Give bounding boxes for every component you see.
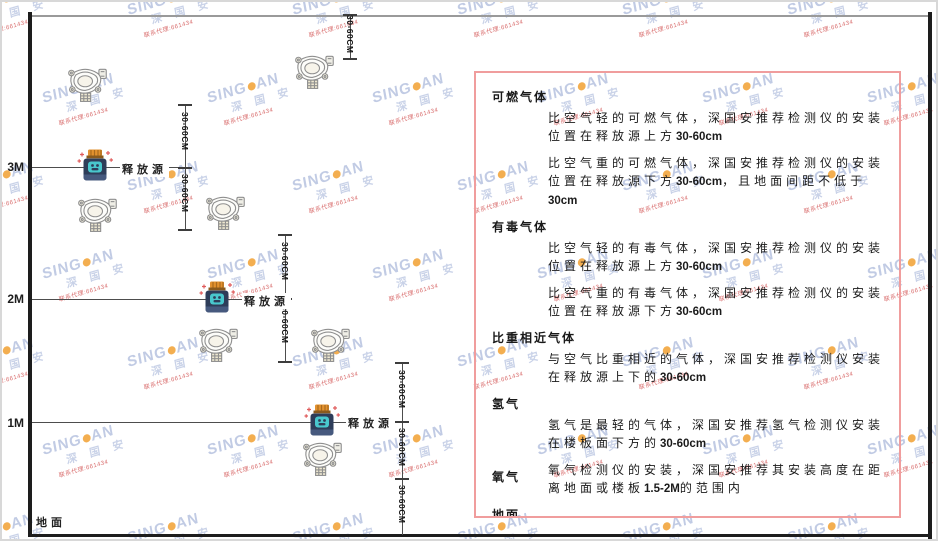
section-heading: 有毒气体 — [492, 220, 549, 234]
axis-label-1m: 1M — [7, 416, 24, 430]
gas-detector-glyph — [206, 196, 245, 230]
dimension-line — [350, 15, 351, 60]
release-source-label: 释放源 — [346, 415, 395, 431]
dimension-tick — [343, 58, 357, 60]
dimension-label: 30-60CM — [345, 15, 355, 54]
gas-detector-icon — [196, 324, 240, 364]
right-wall-line — [928, 12, 932, 539]
level-line-2m — [32, 299, 285, 300]
section-heading: 比重相近气体 — [492, 331, 577, 345]
dimension-tick — [278, 361, 292, 363]
release-source-icon — [302, 403, 342, 440]
dimension-tick — [178, 104, 192, 106]
dimension-tick — [395, 362, 409, 364]
gas-detector-glyph — [78, 198, 117, 232]
dimension-label: 30-60CM — [397, 370, 407, 409]
guide-section: 氢气 氢气是最轻的气体，深国安推荐氢气检测仪安装在楼板面下方的30-60cm — [492, 395, 889, 453]
left-height-axis — [28, 12, 32, 537]
gas-detector-icon — [292, 51, 336, 91]
axis-label-2m: 2M — [7, 292, 24, 306]
gas-detector-icon — [300, 438, 344, 478]
dimension-tick — [395, 421, 409, 423]
section-paragraph: 比空气重的有毒气体，深国安推荐检测仪的安装位置在释放源下方30-60cm — [548, 286, 885, 318]
release-source-icon — [197, 280, 237, 317]
dimension-tick — [278, 234, 292, 236]
guide-section: 比重相近气体 与空气比重相近的气体，深国安推荐检测仪安装在释放源上下的30-60… — [492, 329, 889, 387]
dimension-line — [402, 363, 403, 535]
dimension-label: 30-60CM — [397, 485, 407, 524]
installation-guide-panel: 可燃气体 比空气轻的可燃气体，深国安推荐检测仪的安装位置在释放源上方30-60c… — [474, 71, 901, 518]
gas-detector-icon — [75, 194, 119, 234]
section-heading: 氧气 — [492, 470, 521, 484]
gas-detector-icon — [308, 324, 352, 364]
release-source-label: 释放源 — [242, 293, 291, 309]
guide-section: 地面 检测仪地面间距，深国安推荐在30-60cm，且不得小于30cm，因为过低容… — [492, 506, 889, 518]
release-source-icon — [75, 148, 115, 185]
section-paragraph: 比空气轻的有毒气体，深国安推荐检测仪的安装位置在释放源上方30-60cm — [548, 241, 885, 273]
gas-detector-icon — [203, 192, 247, 232]
section-heading: 可燃气体 — [492, 90, 549, 104]
dimension-tick — [178, 167, 192, 169]
dimension-label: 30-60CM — [280, 242, 290, 281]
section-paragraph: 与空气比重相近的气体，深国安推荐检测仪安装在释放源上下的30-60cm — [548, 352, 885, 384]
section-paragraph: 氢气是最轻的气体，深国安推荐氢气检测仪安装在楼板面下方的30-60cm — [548, 418, 885, 450]
release-source-label: 释放源 — [120, 161, 169, 177]
guide-section: 有毒气体 比空气轻的有毒气体，深国安推荐检测仪的安装位置在释放源上方30-60c… — [492, 218, 889, 321]
dimension-tick — [343, 14, 357, 16]
section-paragraph: 氧气检测仪的安装，深国安推荐其安装高度在距离地面或楼板1.5-2M的范围内 — [548, 463, 885, 495]
gas-detector-glyph — [311, 328, 350, 362]
section-heading: 地面 — [492, 508, 521, 518]
gas-detector-glyph — [303, 442, 342, 476]
release-source-glyph — [304, 404, 340, 436]
dimension-label: 30-60CM — [180, 174, 190, 213]
release-source-glyph — [199, 281, 235, 313]
dimension-label: 30-60CM — [397, 428, 407, 467]
level-line-1m — [32, 422, 402, 423]
dimension-tick — [395, 478, 409, 480]
guide-section: 氧气 氧气检测仪的安装，深国安推荐其安装高度在距离地面或楼板1.5-2M的范围内 — [492, 461, 889, 498]
axis-label-3m: 3M — [7, 160, 24, 174]
guide-section: 可燃气体 比空气轻的可燃气体，深国安推荐检测仪的安装位置在释放源上方30-60c… — [492, 88, 889, 210]
section-heading: 氢气 — [492, 397, 521, 411]
ground-label: 地面 — [36, 517, 66, 529]
ground-line — [28, 534, 932, 537]
dimension-label: 30-60CM — [180, 112, 190, 151]
dimension-tick — [178, 229, 192, 231]
dimension-label: 30-60CM — [280, 305, 290, 344]
ceiling-line — [32, 15, 928, 17]
gas-detector-glyph — [295, 55, 334, 89]
section-paragraph: 比空气轻的可燃气体，深国安推荐检测仪的安装位置在释放源上方30-60cm — [548, 111, 885, 143]
gas-detector-glyph — [68, 68, 107, 102]
gas-detector-icon — [65, 64, 109, 104]
gas-detector-glyph — [199, 328, 238, 362]
section-paragraph: 比空气重的可燃气体，深国安推荐检测仪的安装位置在释放源下方30-60cm，且地面… — [548, 156, 885, 207]
level-line-3m — [32, 167, 185, 168]
release-source-glyph — [77, 149, 113, 181]
